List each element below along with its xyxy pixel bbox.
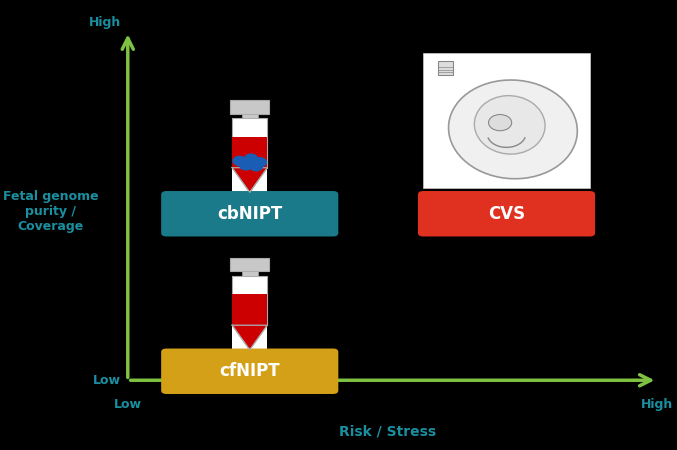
Bar (232, 275, 267, 325)
Bar (232, 137, 267, 168)
Text: High: High (89, 16, 121, 29)
Bar (242, 114, 258, 118)
Bar (423, 53, 590, 188)
FancyBboxPatch shape (232, 275, 267, 350)
FancyBboxPatch shape (418, 191, 595, 237)
Text: Low: Low (93, 374, 121, 387)
Text: Risk / Stress: Risk / Stress (339, 425, 436, 439)
Bar (232, 294, 267, 325)
Bar (232, 118, 267, 168)
Circle shape (250, 162, 263, 171)
Circle shape (489, 114, 512, 131)
Polygon shape (232, 325, 267, 350)
Ellipse shape (475, 96, 545, 154)
Circle shape (233, 157, 246, 166)
Text: Low: Low (114, 398, 141, 411)
Text: High: High (641, 398, 674, 411)
Circle shape (254, 158, 267, 167)
Text: cfNIPT: cfNIPT (219, 362, 280, 380)
FancyBboxPatch shape (161, 348, 338, 394)
Polygon shape (232, 168, 267, 193)
Bar (242, 271, 258, 275)
Bar (438, 61, 453, 75)
Circle shape (244, 154, 257, 163)
Ellipse shape (449, 80, 577, 179)
FancyBboxPatch shape (232, 118, 267, 193)
Text: cbNIPT: cbNIPT (217, 205, 282, 223)
Text: CVS: CVS (488, 205, 525, 223)
Bar (230, 257, 269, 271)
FancyBboxPatch shape (161, 191, 338, 237)
Bar (230, 100, 269, 113)
Text: Fetal genome
purity /
Coverage: Fetal genome purity / Coverage (3, 190, 99, 233)
Circle shape (240, 161, 253, 170)
